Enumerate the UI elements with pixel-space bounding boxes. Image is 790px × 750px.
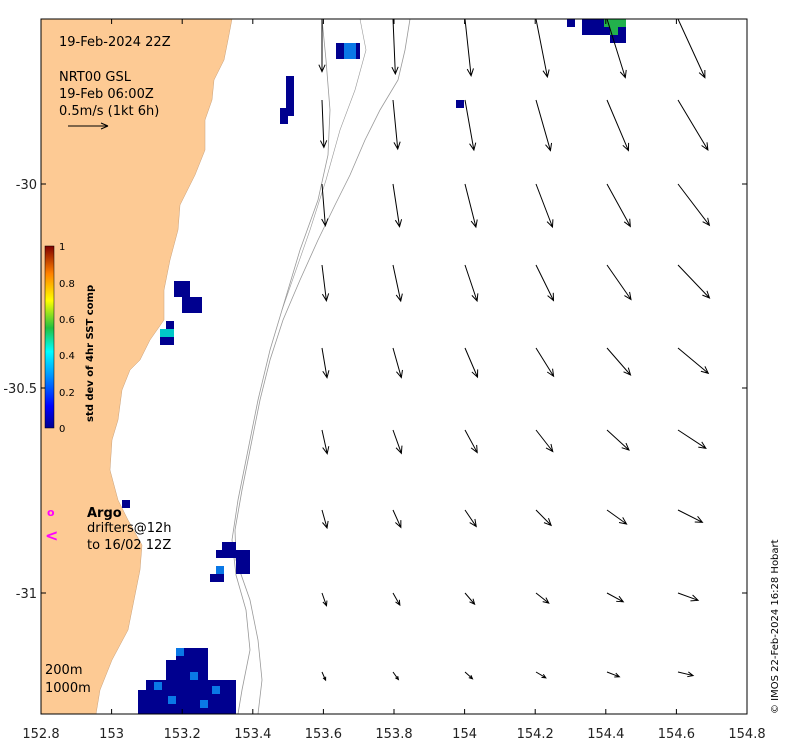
current-vector [535, 429, 554, 453]
current-vector [464, 99, 477, 152]
current-vector [392, 99, 401, 151]
colorbar-ticks: 1 0.8 0.6 0.4 0.2 0 [59, 242, 75, 435]
x-tick-label: 153.2 [164, 727, 201, 742]
scale-arrow-label: 0.5m/s (1kt 6h) [59, 104, 159, 119]
current-vector [535, 592, 550, 604]
credit-text: © IMOS 22-Feb-2024 16:28 Hobart [770, 539, 781, 714]
x-tick-label: 154.2 [517, 727, 554, 742]
current-time-label: 19-Feb 06:00Z [59, 87, 154, 102]
argo-legend-symbol: o [47, 506, 55, 519]
x-tick-label: 153.6 [305, 727, 342, 742]
y-tick-label: -30 [16, 178, 37, 193]
scale-arrow [68, 122, 109, 130]
current-vector [320, 99, 328, 149]
isobath-200m [231, 19, 331, 714]
x-axis-ticks: 152.8 153 153.2 153.4 153.6 153.8 154 154.2 154.… [22, 19, 766, 742]
colorbar-tick-label: 0.4 [59, 351, 75, 362]
current-vector [464, 429, 478, 454]
current-vector [677, 347, 710, 375]
isobath-inner [281, 19, 367, 311]
current-vector [606, 19, 627, 79]
current-product-label: NRT00 GSL [59, 70, 132, 85]
colorbar [44, 245, 55, 429]
drifter-legend-symbol: < [45, 526, 58, 545]
current-vector [677, 509, 704, 523]
current-vector [464, 509, 477, 528]
current-vector [321, 347, 330, 379]
current-vector [606, 671, 621, 678]
current-vector [392, 347, 403, 379]
current-vector [535, 264, 555, 302]
current-vector [321, 592, 328, 607]
current-vector [677, 429, 707, 449]
colorbar-title: std dev of 4hr SST comp [85, 285, 96, 422]
current-vector [535, 509, 552, 527]
current-vector [677, 19, 706, 79]
current-vector [464, 671, 474, 680]
current-vector-field [318, 19, 711, 682]
x-tick-label: 154 [452, 727, 477, 742]
x-tick-label: 154.6 [658, 727, 695, 742]
colorbar-tick-label: 1 [59, 242, 65, 253]
current-vector [535, 19, 550, 79]
y-tick-label: -30.5 [3, 382, 37, 397]
current-vector [321, 429, 330, 455]
x-tick-label: 153.4 [234, 727, 271, 742]
current-vector [606, 183, 631, 228]
isobath-200m-label: 200m [45, 663, 82, 678]
current-vector [535, 671, 547, 679]
colorbar-tick-label: 0.2 [59, 388, 75, 399]
land-mass [41, 19, 233, 714]
current-vector [464, 183, 478, 229]
current-vector [464, 19, 474, 77]
current-vector [677, 183, 711, 227]
current-vector [318, 19, 326, 73]
current-vector [392, 671, 400, 681]
current-vector [606, 592, 625, 603]
current-vector [606, 509, 628, 525]
current-vector [677, 592, 700, 602]
current-vector [606, 264, 632, 301]
current-vector [535, 347, 555, 378]
x-tick-label: 153.8 [375, 727, 412, 742]
current-vector [606, 429, 630, 451]
sst-stddev-cells [122, 19, 626, 714]
current-vector [677, 99, 709, 151]
x-tick-label: 154.8 [728, 727, 765, 742]
current-vector [321, 671, 327, 682]
current-vector [606, 347, 632, 376]
current-vector [606, 99, 630, 152]
drifter-legend-label: drifters@12h [87, 521, 172, 536]
current-vector [391, 19, 399, 76]
y-tick-label: -31 [16, 587, 37, 602]
current-vector [535, 183, 554, 229]
current-vector [321, 509, 329, 530]
current-vector [392, 592, 401, 607]
current-vector [392, 509, 402, 529]
current-vector [392, 429, 403, 455]
current-vector [321, 183, 329, 227]
current-vector [677, 671, 695, 678]
x-tick-label: 154.4 [587, 727, 624, 742]
colorbar-tick-label: 0.6 [59, 315, 75, 326]
argo-legend-label: Argo [87, 506, 122, 521]
current-vector [677, 264, 711, 299]
current-vector [321, 264, 330, 302]
current-vector [464, 347, 479, 379]
current-vector [392, 264, 403, 303]
isobath-1000m [234, 19, 411, 714]
current-vector [464, 264, 479, 303]
current-vector [535, 99, 553, 152]
colorbar-tick-label: 0.8 [59, 279, 75, 290]
y-axis-ticks: -30 -30.5 -31 [3, 178, 747, 602]
current-vector [464, 592, 476, 606]
map-date-title: 19-Feb-2024 22Z [59, 35, 171, 50]
x-tick-label: 152.8 [22, 727, 59, 742]
isobath-1000m-label: 1000m [45, 681, 91, 696]
colorbar-tick-label: 0 [59, 424, 65, 435]
current-vector [392, 183, 403, 228]
x-tick-label: 153 [99, 727, 124, 742]
drifter-legend-period: to 16/02 12Z [87, 538, 171, 553]
